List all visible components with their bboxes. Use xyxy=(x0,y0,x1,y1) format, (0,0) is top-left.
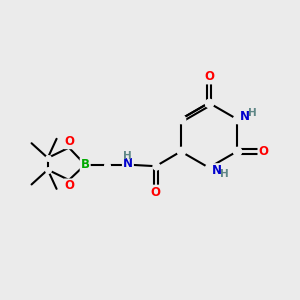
Text: O: O xyxy=(204,70,214,83)
Text: H: H xyxy=(220,169,229,179)
Text: O: O xyxy=(151,186,161,199)
Text: O: O xyxy=(64,135,74,148)
Text: H: H xyxy=(248,108,256,118)
Text: N: N xyxy=(240,110,250,123)
Text: N: N xyxy=(123,157,133,170)
Text: H: H xyxy=(124,152,132,161)
Text: N: N xyxy=(212,164,222,177)
Text: O: O xyxy=(258,145,268,158)
Text: B: B xyxy=(81,158,90,171)
Text: O: O xyxy=(64,179,74,192)
